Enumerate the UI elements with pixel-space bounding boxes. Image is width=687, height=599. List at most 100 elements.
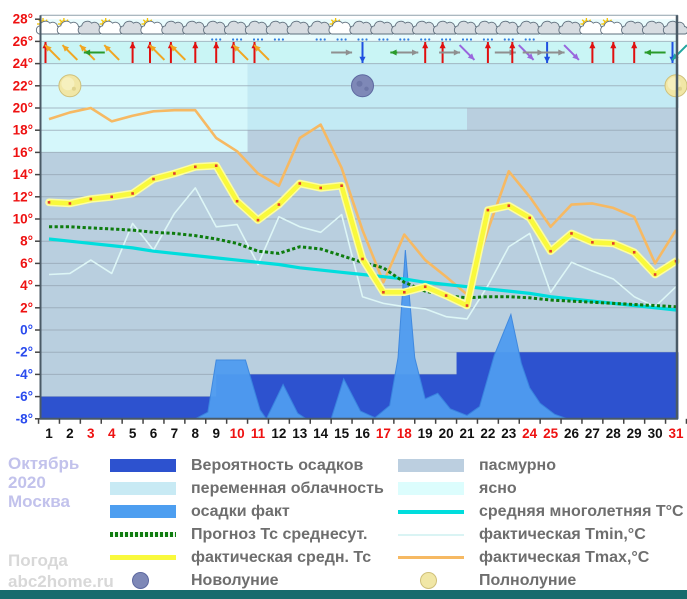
- full-moon-icon: [420, 572, 437, 589]
- day-label: 11: [251, 426, 266, 441]
- legend-item: Новолуние: [110, 569, 384, 592]
- series-marker: [298, 182, 302, 185]
- wind-arrow-right: [331, 49, 353, 56]
- clear-sky-zone: [247, 63, 467, 131]
- series-marker: [570, 232, 573, 235]
- wind-arrow-up: [509, 42, 516, 63]
- series-marker: [507, 204, 511, 207]
- legend-label: осадки факт: [191, 502, 290, 520]
- wind-arrow-upleft: [253, 44, 270, 61]
- day-label: 12: [271, 426, 286, 441]
- legend-swatch-rect: [110, 459, 176, 472]
- series-marker: [549, 249, 552, 253]
- wind-arrow-upleft: [103, 44, 120, 61]
- series-marker: [277, 203, 281, 206]
- day-label: 3: [87, 426, 95, 441]
- legend-label: Новолуние: [191, 571, 279, 589]
- wind-arrow-downright: [458, 44, 476, 61]
- day-label: 25: [543, 426, 559, 441]
- title-year: 2020: [8, 473, 46, 492]
- y-tick-label: 12°: [13, 189, 33, 204]
- y-tick-label: 2°: [20, 300, 33, 315]
- day-label: 29: [627, 426, 642, 441]
- series-marker: [528, 216, 531, 220]
- temp-series: [48, 106, 678, 296]
- day-label: 20: [439, 426, 454, 441]
- legend-label: фактическая Tmax,°С: [479, 548, 650, 566]
- y-tick-label: -8°: [16, 411, 33, 426]
- wind-arrow-upleft: [148, 44, 166, 61]
- wind-arrow-left: [644, 49, 666, 56]
- temp-series: [48, 237, 677, 312]
- legend-label: пасмурно: [479, 456, 556, 474]
- day-label: 7: [171, 426, 179, 441]
- title-month: Октябрь: [8, 454, 80, 473]
- series-marker: [152, 177, 155, 181]
- wind-arrow-right: [543, 49, 565, 56]
- wind-arrow-upleft: [44, 44, 61, 61]
- y-tick-label: 28°: [13, 12, 33, 27]
- legend-item: Вероятность осадков: [110, 454, 384, 477]
- legend-label: Вероятность осадков: [191, 456, 364, 474]
- day-label: 26: [564, 426, 580, 441]
- series-marker: [89, 197, 93, 201]
- series-marker: [340, 184, 343, 187]
- legend-label: переменная облачность: [191, 479, 384, 497]
- series-marker: [214, 164, 218, 168]
- legend-item: осадки факт: [110, 500, 384, 523]
- series-marker: [591, 241, 594, 244]
- day-label: 9: [212, 426, 220, 441]
- series-marker: [465, 304, 469, 307]
- series-marker: [131, 192, 134, 195]
- legend-item: Прогноз Тс среднесут.: [110, 523, 384, 546]
- y-tick-label: 6°: [20, 256, 33, 271]
- y-tick-label: 22°: [13, 78, 33, 93]
- day-label: 8: [192, 426, 200, 441]
- series-marker: [444, 294, 448, 297]
- series-marker: [403, 290, 406, 294]
- new-moon-icon: [132, 572, 149, 589]
- precipitation-fact-area: [40, 250, 679, 420]
- day-label: 16: [355, 426, 371, 441]
- wind-arrow-left: [83, 49, 105, 56]
- day-label: 21: [459, 426, 475, 441]
- legend-item: фактическая Tmax,°С: [398, 546, 684, 569]
- y-tick-label: 4°: [20, 278, 33, 293]
- series-marker: [256, 218, 260, 222]
- bottom-bar: [0, 590, 687, 599]
- sun-cloud-icon: [579, 18, 605, 35]
- series-marker: [382, 290, 385, 294]
- day-label: 14: [313, 426, 329, 441]
- day-label: 2: [66, 426, 74, 441]
- wind-arrow-up: [129, 42, 136, 63]
- day-label: 31: [668, 426, 684, 441]
- legend-swatch-rect: [398, 459, 464, 472]
- wind-arrow-up: [589, 42, 596, 63]
- y-tick-label: 10°: [13, 212, 33, 227]
- series-marker: [68, 202, 72, 205]
- wind-arrow-up: [631, 42, 638, 63]
- wind-arrow-right: [439, 49, 461, 56]
- y-tick-label: -2°: [16, 345, 33, 360]
- legend-swatch-dotted-line: [110, 532, 176, 537]
- title-city: Москва: [8, 492, 70, 511]
- y-tick-label: 8°: [20, 234, 33, 249]
- series-marker: [612, 242, 615, 245]
- legend-column-1: Вероятность осадков переменная облачность…: [110, 454, 384, 592]
- legend-swatch-rect: [110, 505, 176, 518]
- day-label: 5: [129, 426, 137, 441]
- day-label: 24: [522, 426, 538, 441]
- legend-column-2: пасмурно ясно средняя многолетняя Т°С факти…: [398, 454, 684, 592]
- series-marker: [47, 201, 51, 204]
- legend-swatch-line: [398, 556, 464, 559]
- sun-cloud-icon: [600, 18, 626, 35]
- day-label: 28: [606, 426, 622, 441]
- legend-item: средняя многолетняя Т°С: [398, 500, 684, 523]
- series-marker: [173, 172, 176, 175]
- y-tick-label: -6°: [16, 389, 33, 404]
- day-label: 22: [480, 426, 495, 441]
- legend-item: фактическая Tmin,°С: [398, 523, 684, 546]
- site-credit-line1: Погода: [8, 551, 68, 570]
- legend-swatch-line: [110, 555, 176, 560]
- legend: Октябрь 2020 Москва Погода abc2home.ru В…: [0, 450, 687, 592]
